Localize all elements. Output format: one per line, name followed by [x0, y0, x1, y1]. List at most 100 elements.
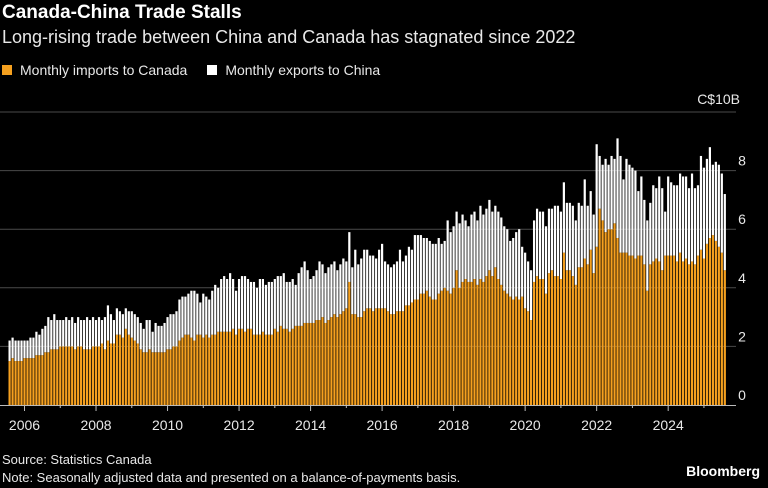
bar-exports	[226, 279, 229, 332]
bar-exports	[303, 261, 306, 323]
bar-imports	[246, 328, 250, 405]
bar-exports	[297, 273, 300, 326]
bar-exports	[661, 188, 664, 271]
y-tick-label: 6	[738, 211, 746, 227]
bar-exports	[676, 185, 679, 262]
bar-exports	[485, 208, 488, 277]
bar-exports	[103, 317, 107, 350]
bar-imports	[381, 308, 384, 405]
bar-exports	[404, 255, 408, 306]
bar-exports	[133, 314, 136, 341]
bar-imports	[473, 279, 476, 405]
bar-exports	[589, 191, 592, 250]
bar-exports	[416, 235, 419, 300]
bar-exports	[208, 299, 211, 338]
bar-imports	[348, 281, 351, 405]
bar-imports	[324, 322, 327, 405]
bar-exports	[667, 176, 670, 256]
bar-imports	[702, 258, 706, 405]
bar-imports	[291, 328, 294, 405]
bar-exports	[112, 320, 115, 344]
bar-imports	[568, 270, 571, 405]
bar-exports	[503, 226, 506, 291]
bar-imports	[100, 343, 104, 405]
bar-imports	[187, 334, 190, 405]
bar-imports	[184, 334, 187, 405]
bar-imports	[32, 358, 35, 405]
bar-imports	[428, 296, 431, 405]
bar-imports	[74, 349, 77, 405]
bar-imports	[544, 293, 548, 405]
bar-imports	[375, 308, 378, 405]
bar-imports	[574, 284, 577, 405]
bar-imports	[521, 296, 524, 405]
bar-exports	[363, 249, 366, 312]
bar-exports	[544, 226, 548, 294]
bar-imports	[136, 343, 139, 405]
bar-exports	[702, 167, 706, 259]
bar-exports	[166, 317, 169, 350]
bar-exports	[535, 208, 539, 277]
bar-imports	[112, 343, 115, 405]
bar-exports	[172, 314, 175, 347]
bar-imports	[470, 281, 473, 405]
bar-exports	[327, 267, 330, 321]
bar-exports	[77, 317, 80, 347]
bar-exports	[217, 287, 220, 332]
bar-exports	[664, 211, 667, 256]
bar-exports	[375, 258, 378, 309]
bar-imports	[68, 346, 71, 405]
bar-exports	[467, 226, 470, 282]
bar-imports	[646, 290, 649, 405]
bar-exports	[583, 179, 586, 259]
bar-exports	[41, 328, 44, 356]
bar-imports	[53, 349, 56, 405]
bar-imports	[601, 220, 604, 405]
bar-imports	[148, 349, 151, 405]
bar-exports	[163, 322, 166, 353]
bar-imports	[318, 320, 321, 405]
bar-exports	[243, 276, 247, 332]
bar-imports	[687, 264, 691, 405]
bar-imports	[640, 255, 643, 405]
bar-exports	[717, 164, 720, 247]
bar-exports	[44, 325, 47, 353]
x-tick-label: 2020	[510, 417, 541, 433]
bar-imports	[97, 346, 101, 405]
bar-imports	[270, 334, 273, 405]
bar-imports	[419, 293, 422, 405]
bar-exports	[568, 202, 571, 271]
bar-imports	[360, 317, 363, 405]
bar-exports	[85, 317, 89, 350]
bar-imports	[389, 314, 393, 405]
bar-exports	[11, 337, 14, 359]
x-tick-label: 2006	[9, 417, 40, 433]
bar-exports	[556, 205, 560, 277]
bar-exports	[306, 270, 309, 323]
bar-exports	[550, 208, 554, 271]
bar-imports	[518, 299, 521, 405]
bar-imports	[130, 337, 133, 405]
bar-exports	[527, 261, 530, 312]
bar-exports	[193, 290, 196, 341]
bar-exports	[118, 311, 121, 335]
bar-exports	[17, 340, 20, 362]
bar-exports	[443, 240, 446, 288]
bar-imports	[94, 346, 98, 405]
bar-imports	[47, 352, 50, 405]
bar-exports	[652, 185, 655, 262]
bar-imports	[65, 346, 68, 405]
bar-exports	[106, 305, 110, 341]
bar-imports	[524, 308, 527, 405]
bar-exports	[521, 246, 524, 297]
bar-exports	[109, 314, 113, 344]
bar-imports	[407, 305, 411, 405]
bar-imports	[205, 334, 208, 405]
bar-exports	[29, 337, 32, 359]
bar-imports	[366, 308, 369, 405]
bar-exports	[386, 264, 390, 312]
bar-exports	[470, 214, 473, 282]
bar-exports	[455, 211, 458, 271]
bar-imports	[300, 325, 303, 405]
bar-exports	[592, 214, 595, 274]
